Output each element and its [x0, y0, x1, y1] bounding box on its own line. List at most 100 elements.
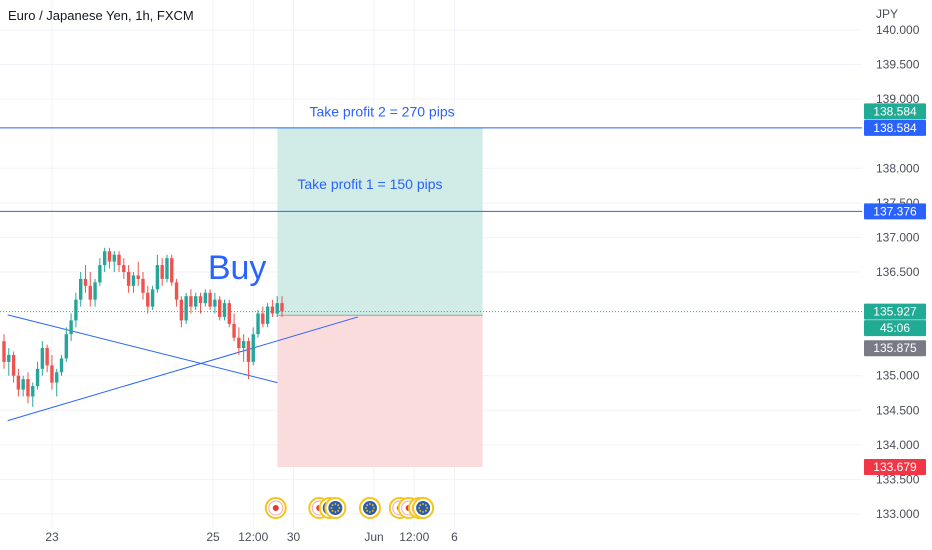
candle-body — [189, 296, 193, 307]
eu-star — [425, 504, 427, 507]
trendlines — [7, 314, 359, 422]
take-profit-1-label: Take profit 1 = 150 pips — [297, 176, 442, 192]
eu-star — [366, 504, 369, 507]
x-tick-label: 12:00 — [238, 530, 268, 544]
candle-body — [50, 365, 54, 383]
candle-body — [275, 303, 279, 314]
buy-label: Buy — [208, 249, 267, 287]
candle-body — [64, 334, 69, 359]
eu-star — [337, 504, 340, 507]
candle-body — [88, 285, 92, 300]
eu-flag-icon — [416, 501, 431, 515]
candle-body — [21, 379, 25, 390]
candle-body — [83, 278, 88, 286]
take-profit-2-tag — [864, 119, 926, 136]
x-tick-label: Jun — [364, 530, 383, 544]
candle-body — [203, 292, 208, 304]
take-profit-2-tag-text: 138.584 — [873, 121, 917, 135]
candle-body — [141, 278, 145, 293]
flag-dot — [272, 505, 279, 511]
y-tick-label: 138.000 — [876, 161, 920, 175]
eu-star — [422, 511, 425, 513]
currency-label: JPY — [876, 7, 898, 21]
eu-star — [330, 507, 333, 509]
candlestick-series — [2, 247, 284, 407]
countdown-tag-text: 45:06 — [880, 321, 910, 335]
candle-body — [2, 341, 6, 362]
x-tick-label: 25 — [206, 530, 220, 544]
candle-body — [45, 348, 49, 366]
eu-flag-icon — [362, 501, 377, 515]
y-tick-label: 140.000 — [876, 23, 920, 37]
candle-body — [217, 299, 222, 317]
candle-body — [98, 265, 102, 283]
event-icon[interactable] — [358, 497, 381, 519]
chart-title: Euro / Japanese Yen, 1h, FXCM — [8, 8, 194, 23]
y-tick-label: 134.000 — [876, 438, 920, 452]
eu-star — [418, 507, 421, 509]
eu-star — [338, 507, 341, 509]
x-tick-label: 30 — [287, 530, 301, 544]
candle-body — [179, 299, 184, 321]
eu-star — [331, 509, 334, 512]
candle-body — [246, 341, 251, 362]
eu-star — [334, 511, 337, 513]
eu-star — [419, 504, 422, 507]
candle-body — [150, 289, 155, 307]
candle-body — [160, 265, 164, 279]
candle-body — [74, 299, 78, 321]
take-profit-2-upper-tag — [864, 103, 926, 120]
eu-star — [419, 509, 422, 512]
candle-body — [232, 323, 236, 338]
eu-star — [334, 503, 337, 505]
candle-body — [265, 306, 270, 324]
eu-star — [371, 509, 374, 512]
candle-body — [112, 254, 116, 262]
position-zones — [0, 127, 862, 468]
time-axis: 23 25 12:00 30 Jun 12:00 6 — [45, 530, 458, 544]
candle-body — [146, 292, 150, 307]
candle-body — [31, 386, 35, 397]
price-tags: 138.584 138.584 137.376 135.927 45:06 135.875… — [864, 103, 926, 476]
x-tick-label: 6 — [451, 530, 458, 544]
y-tick-label: 139.500 — [876, 58, 920, 72]
event-icon[interactable] — [412, 497, 435, 519]
eu-star — [366, 509, 369, 512]
eu-star — [337, 509, 340, 512]
event-icon[interactable] — [324, 497, 347, 519]
event-icon[interactable] — [264, 497, 287, 519]
candle-body — [222, 303, 227, 317]
candle-body — [208, 292, 212, 307]
candle-body — [93, 282, 97, 300]
candle-body — [198, 296, 203, 304]
candle-body — [11, 354, 16, 376]
current-price-tag-text: 135.927 — [873, 305, 917, 319]
trendline — [7, 314, 278, 384]
eu-star — [373, 507, 375, 509]
eu-star — [371, 504, 374, 507]
y-tick-label: 134.500 — [876, 403, 920, 417]
candle-body — [227, 303, 231, 324]
stop-loss-tag-text: 133.679 — [873, 460, 917, 474]
y-tick-label: 139.000 — [876, 92, 920, 106]
countdown-tag — [864, 320, 926, 337]
candle-body — [26, 379, 30, 397]
stop-loss-tag — [864, 459, 926, 476]
candle-body — [122, 265, 126, 272]
candle-body — [237, 337, 241, 349]
y-tick-label: 133.500 — [876, 472, 920, 486]
eu-star — [369, 503, 371, 505]
y-tick-label: 133.000 — [876, 507, 920, 521]
take-profit-lines — [0, 127, 862, 212]
entry-price-tag-text: 135.875 — [873, 341, 917, 355]
eu-star — [331, 504, 334, 507]
trendline — [7, 316, 359, 422]
candle-body — [59, 358, 64, 373]
take-profit-2-label: Take profit 2 = 270 pips — [309, 103, 454, 119]
candle-body — [35, 368, 40, 387]
entry-price-tag — [864, 340, 926, 357]
candle-body — [184, 296, 188, 321]
eu-star — [426, 507, 429, 509]
candle-body — [155, 265, 160, 290]
